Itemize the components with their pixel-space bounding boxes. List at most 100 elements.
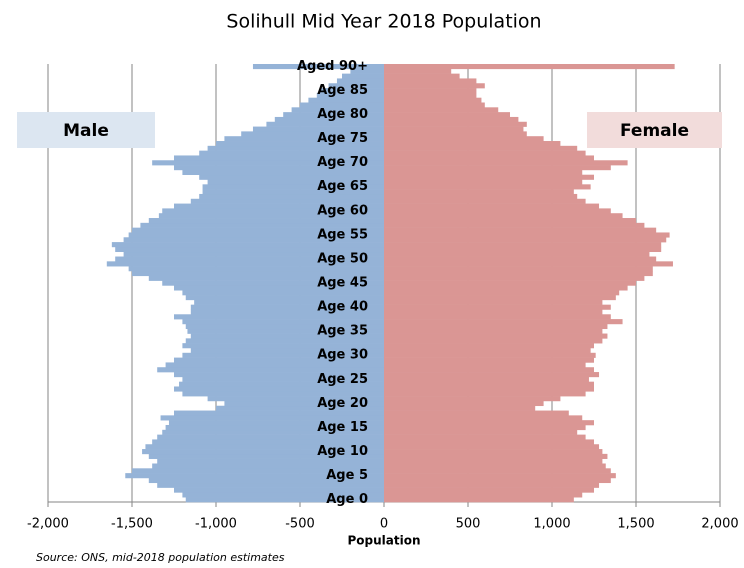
bar: [384, 107, 499, 113]
bar: [320, 88, 384, 94]
bar: [384, 169, 583, 176]
bar: [384, 203, 600, 209]
bar: [384, 338, 603, 344]
bar: [384, 102, 485, 108]
bar: [384, 410, 569, 416]
bar: [182, 352, 384, 358]
y-tick-label: Age 85: [317, 83, 368, 98]
bar: [328, 83, 384, 89]
bar: [148, 275, 384, 281]
bar: [145, 444, 384, 450]
x-tick-label: 1,500: [617, 517, 654, 532]
bar: [384, 256, 657, 262]
bar: [207, 145, 384, 151]
bar: [165, 362, 384, 368]
bar: [168, 420, 384, 426]
legend-box: [587, 112, 722, 148]
bar: [148, 218, 384, 224]
bar: [384, 227, 657, 233]
bar: [224, 136, 384, 142]
bar: [384, 112, 510, 118]
bar: [384, 453, 608, 459]
bar: [190, 198, 384, 204]
source-note: Source: ONS, mid-2018 population estimat…: [36, 551, 285, 564]
bar: [384, 323, 608, 330]
y-tick-label: Age 55: [317, 227, 368, 242]
bar: [190, 333, 384, 339]
x-tick-label: 1,000: [533, 517, 570, 532]
bar: [152, 439, 384, 445]
x-tick-label: 2,000: [701, 517, 738, 532]
bar: [216, 405, 384, 411]
bar: [123, 251, 384, 257]
bar: [182, 290, 384, 296]
bar: [384, 391, 586, 397]
bar: [384, 328, 603, 334]
bar: [384, 73, 460, 79]
bar: [384, 193, 578, 200]
bar: [384, 415, 583, 421]
y-tick-label: Age 30: [317, 348, 368, 363]
bar: [224, 400, 384, 407]
bar: [128, 266, 384, 272]
bar: [384, 290, 620, 296]
bar: [162, 429, 384, 435]
bar: [384, 246, 662, 253]
y-tick-label: Age 15: [317, 420, 368, 435]
bar: [384, 270, 653, 277]
bar: [384, 121, 527, 127]
bar: [199, 193, 384, 200]
x-tick-label: -1,000: [195, 517, 237, 532]
y-tick-label: Age 20: [317, 396, 368, 411]
bar: [384, 477, 611, 484]
bar: [384, 347, 591, 354]
x-tick-label: 0: [380, 517, 388, 532]
bar: [316, 92, 384, 98]
bar: [384, 444, 600, 450]
bar: [384, 126, 524, 132]
bar: [174, 285, 384, 291]
bar: [165, 424, 384, 431]
bar: [182, 492, 384, 498]
bar: [384, 396, 561, 402]
series-0: [106, 64, 385, 503]
bar: [384, 439, 594, 445]
x-tick-label: -500: [285, 517, 315, 532]
y-tick-label: Aged 90+: [297, 59, 368, 74]
bar: [384, 343, 594, 349]
bar: [336, 78, 384, 84]
bar: [384, 275, 645, 281]
bar: [384, 150, 586, 156]
legend-box: [17, 112, 155, 148]
bar: [384, 242, 662, 248]
y-tick-label: Age 75: [317, 131, 368, 146]
bar: [174, 372, 384, 378]
bar: [291, 107, 384, 113]
bar: [199, 174, 384, 180]
bar: [384, 189, 574, 195]
bar: [115, 246, 384, 253]
bar: [384, 482, 600, 488]
bar: [300, 102, 384, 108]
bar: [157, 434, 384, 440]
bar: [174, 155, 384, 161]
bar: [202, 189, 384, 195]
bar: [384, 333, 608, 339]
bar: [190, 347, 384, 354]
bar: [384, 198, 586, 204]
bar: [384, 295, 616, 301]
bar: [384, 145, 578, 151]
bar: [128, 232, 384, 238]
bar: [190, 304, 384, 310]
bar: [384, 213, 623, 219]
bar: [384, 381, 594, 387]
bar: [274, 116, 384, 123]
bar: [384, 420, 594, 426]
bar: [162, 208, 384, 214]
bar: [157, 482, 384, 488]
bar: [384, 468, 611, 474]
bar: [384, 429, 578, 435]
bar: [111, 242, 384, 248]
bar: [174, 487, 384, 493]
bar: [384, 208, 611, 214]
